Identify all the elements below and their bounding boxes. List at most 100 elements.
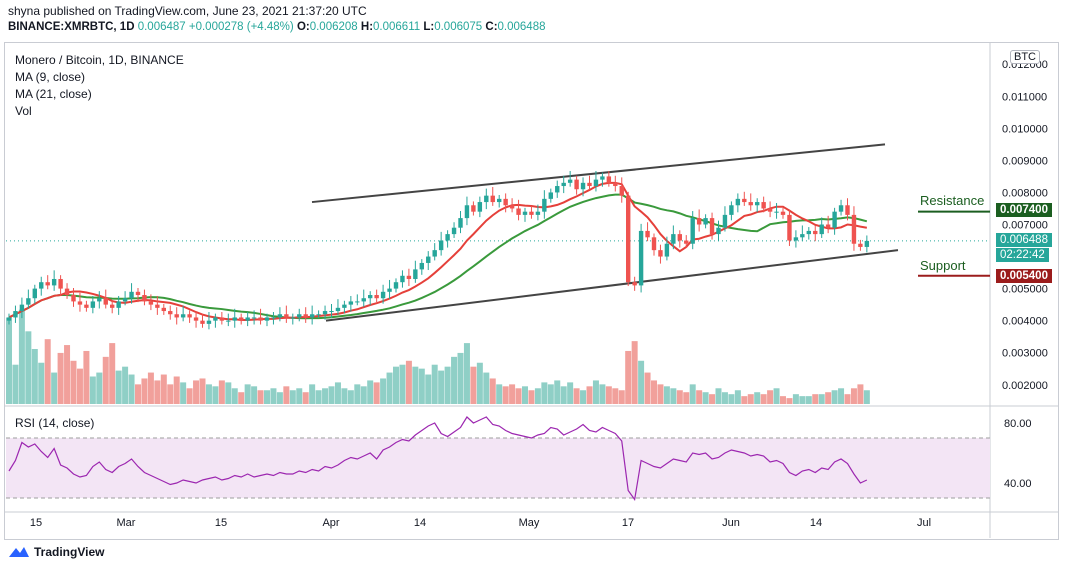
currency-badge[interactable]: BTC	[1010, 50, 1040, 64]
volume-bar	[231, 388, 238, 404]
tradingview-logo[interactable]: TradingView	[8, 545, 104, 559]
candle-body	[161, 307, 166, 312]
candle-body	[658, 250, 663, 257]
volume-bar	[476, 362, 483, 404]
rsi-tick-label: 80.00	[1004, 418, 1032, 430]
candle-body	[516, 208, 521, 215]
volume-bar	[483, 372, 490, 404]
volume-bar	[696, 390, 703, 404]
time-tick-label: Mar	[117, 517, 136, 529]
candle-body	[787, 214, 792, 241]
high-value: 0.006611	[373, 21, 421, 33]
candle-body	[342, 304, 347, 308]
time-tick-label: Apr	[322, 517, 339, 529]
candle-body	[213, 317, 218, 321]
volume-bar	[212, 386, 219, 404]
time-tick-label: 15	[30, 517, 42, 529]
volume-bar	[438, 370, 445, 404]
candle-body	[561, 182, 566, 187]
volume-bar	[70, 360, 77, 404]
volume-bar	[780, 396, 786, 404]
candle-body	[200, 320, 205, 324]
candle-body	[232, 317, 237, 321]
rsi-line	[8, 416, 868, 502]
candle-body	[380, 291, 386, 299]
candle-body	[632, 282, 637, 286]
candle-body	[26, 298, 31, 305]
candle-body	[503, 198, 508, 206]
candle-body	[129, 291, 134, 299]
close-value: 0.006488	[497, 21, 546, 33]
volume-bar	[135, 384, 141, 404]
rsi-legend: RSI (14, close)	[15, 416, 95, 430]
candle-body	[51, 278, 57, 286]
candle-body	[226, 320, 231, 322]
candle-body	[671, 234, 676, 244]
ohlc-bar: BINANCE:XMRBTC, 1D 0.006487 +0.000278 (+…	[8, 21, 546, 33]
volume-bar	[651, 380, 657, 404]
price-tick-label: 0.005000	[1002, 284, 1048, 296]
volume-bar	[386, 372, 393, 404]
candle-body	[148, 301, 154, 305]
volume-bar	[715, 388, 722, 404]
candle-body	[32, 288, 37, 299]
candle-body	[432, 250, 437, 257]
volume-bar	[167, 384, 174, 404]
volume-bar	[457, 352, 464, 404]
volume-bar	[560, 386, 567, 404]
volume-bar	[792, 394, 799, 404]
candle-body	[703, 218, 708, 225]
volume-bar	[844, 394, 851, 404]
candle-body	[864, 240, 870, 247]
volume-bar	[657, 384, 664, 404]
volume-bar	[238, 392, 245, 404]
volume-bar	[586, 386, 593, 404]
candle-body	[613, 182, 618, 187]
candle-body	[774, 211, 779, 213]
candle-body	[155, 304, 160, 308]
volume-bar	[528, 390, 535, 404]
candle-body	[39, 282, 44, 289]
time-tick-label: Jun	[722, 517, 740, 529]
price-tick-label: 0.010000	[1002, 123, 1048, 135]
volume-bar	[463, 343, 470, 404]
vol-legend: Vol	[15, 104, 32, 118]
volume-bar	[193, 380, 200, 404]
candle-body	[438, 240, 444, 251]
volume-bar	[309, 384, 316, 404]
candle-body	[535, 211, 541, 215]
candle-body	[529, 211, 534, 215]
volume-bar	[760, 394, 767, 404]
volume-bar	[6, 317, 12, 404]
candle-body	[645, 230, 650, 238]
chart-frame[interactable]	[4, 42, 1059, 540]
candle-body	[548, 192, 553, 199]
volume-bar	[141, 378, 148, 404]
candle-body	[64, 288, 70, 296]
volume-bar	[670, 388, 677, 404]
price-tick-label: 0.011000	[1002, 91, 1047, 103]
volume-bar	[205, 384, 212, 404]
volume-bar	[863, 390, 870, 404]
candle-body	[393, 282, 399, 289]
support-price-tag: 0.005400	[996, 269, 1052, 283]
volume-bar	[676, 390, 683, 404]
tradingview-brand: TradingView	[34, 545, 105, 559]
volume-bar	[470, 366, 477, 404]
candle-body	[477, 202, 483, 212]
volume-bar	[554, 380, 561, 404]
candle-body	[742, 198, 747, 203]
volume-bar	[515, 388, 522, 404]
volume-bar	[489, 378, 496, 404]
volume-bar	[625, 350, 632, 404]
candle-body	[819, 224, 824, 235]
volume-bar	[57, 352, 64, 404]
volume-bar	[244, 384, 251, 404]
candle-body	[587, 182, 592, 187]
price-tick-label: 0.007000	[1002, 220, 1048, 232]
volume-bar	[360, 386, 367, 404]
candle-body	[258, 317, 263, 321]
candle-body	[651, 237, 657, 251]
time-tick-label: 17	[622, 517, 634, 529]
